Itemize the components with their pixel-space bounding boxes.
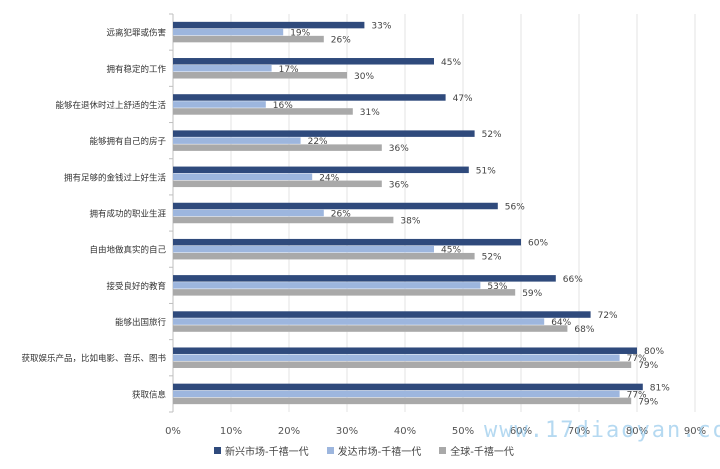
category-label: 接受良好的教育	[106, 281, 166, 292]
bar	[173, 28, 284, 36]
data-label: 66%	[563, 275, 583, 285]
data-label: 16%	[273, 101, 293, 111]
legend-swatch-developed	[326, 447, 334, 454]
legend-label-global: 全球-千禧一代	[450, 447, 514, 458]
bar	[173, 397, 632, 405]
legend-swatch-global	[439, 447, 447, 454]
data-label: 22%	[308, 137, 328, 147]
legend-label-emerging: 新兴市场-千禧一代	[225, 447, 309, 458]
data-label: 51%	[476, 166, 496, 176]
data-label: 77%	[627, 354, 647, 364]
data-label: 53%	[487, 282, 507, 292]
legend-label-developed: 发达市场-千禧一代	[337, 447, 422, 458]
bar	[173, 245, 434, 253]
bar	[173, 275, 556, 282]
data-label: 60%	[528, 239, 548, 249]
bar	[173, 58, 434, 65]
bar	[173, 318, 545, 325]
category-label: 获取娱乐产品，比如电影、音乐、图书	[21, 353, 166, 364]
category-label: 远离犯罪或伤害	[106, 28, 166, 39]
category-label: 能够在退休时过上舒适的生活	[55, 100, 166, 111]
x-tick-label: 0%	[165, 426, 181, 437]
bar	[173, 144, 382, 151]
bar	[173, 209, 324, 217]
data-label: 52%	[482, 130, 502, 140]
data-label: 26%	[331, 36, 351, 46]
legend: 新兴市场-千禧一代 发达市场-千禧一代 全球-千禧一代	[214, 443, 514, 458]
bar	[173, 325, 568, 332]
x-tick-label: 70%	[568, 426, 590, 437]
data-label: 72%	[598, 311, 618, 321]
data-label: 45%	[441, 58, 461, 68]
legend-item-emerging: 新兴市场-千禧一代	[214, 443, 309, 458]
data-label: 36%	[389, 144, 409, 154]
data-label: 47%	[453, 94, 473, 104]
bar	[173, 130, 475, 137]
bar	[173, 289, 516, 296]
bar	[173, 390, 620, 398]
data-label: 30%	[354, 72, 374, 82]
bar	[173, 202, 498, 210]
x-tick-label: 20%	[278, 426, 300, 437]
data-label: 64%	[551, 318, 571, 328]
data-label: 79%	[638, 361, 658, 371]
category-label: 拥有足够的金钱过上好生活	[64, 172, 167, 183]
bar	[173, 101, 266, 108]
data-label: 59%	[522, 289, 542, 299]
bar	[173, 173, 313, 181]
category-label: 获取信息	[132, 389, 167, 400]
x-tick-label: 40%	[394, 426, 416, 437]
bar	[173, 94, 446, 101]
bar	[173, 21, 365, 29]
category-label: 自由地做真实的自己	[89, 245, 166, 256]
data-label: 81%	[650, 383, 670, 393]
data-label: 38%	[400, 217, 420, 227]
x-tick-label: 80%	[626, 426, 648, 437]
bar	[173, 108, 353, 115]
data-label: 33%	[371, 22, 391, 32]
bar	[173, 166, 469, 174]
bar	[173, 65, 272, 72]
data-label: 36%	[389, 180, 409, 190]
legend-item-global: 全球-千禧一代	[439, 443, 514, 458]
bar	[173, 354, 620, 361]
bar	[173, 216, 394, 224]
x-tick-label: 60%	[510, 426, 532, 437]
x-tick-label: 90%	[684, 426, 706, 437]
data-label: 24%	[319, 173, 339, 183]
data-label: 77%	[627, 390, 647, 400]
category-label: 拥有稳定的工作	[106, 64, 166, 75]
data-label: 68%	[574, 325, 594, 335]
bar	[173, 72, 347, 79]
category-label: 能够拥有自己的房子	[89, 136, 166, 147]
data-label: 17%	[279, 65, 299, 75]
bar	[173, 347, 637, 354]
data-label: 45%	[441, 246, 461, 256]
bar	[173, 282, 481, 289]
data-label: 80%	[644, 347, 664, 357]
data-label: 56%	[505, 203, 525, 213]
data-label: 31%	[360, 108, 380, 118]
bar	[173, 252, 475, 260]
legend-swatch-emerging	[214, 447, 221, 454]
x-tick-label: 30%	[336, 426, 358, 437]
legend-item-developed: 发达市场-千禧一代	[326, 443, 422, 458]
bar	[173, 238, 521, 246]
bar	[173, 35, 324, 43]
data-label: 19%	[290, 29, 310, 39]
bar	[173, 361, 632, 368]
data-label: 79%	[638, 397, 658, 407]
bar	[173, 137, 301, 144]
bar	[173, 383, 643, 391]
watermark: www.17diaoyan.com	[484, 418, 720, 443]
data-label: 26%	[331, 210, 351, 220]
category-label: 拥有成功的职业生涯	[89, 209, 166, 220]
bar	[173, 311, 591, 318]
category-label: 能够出国旅行	[115, 317, 167, 328]
x-tick-label: 10%	[220, 426, 242, 437]
x-tick-label: 50%	[452, 426, 474, 437]
bar	[173, 180, 382, 188]
data-label: 52%	[482, 253, 502, 263]
